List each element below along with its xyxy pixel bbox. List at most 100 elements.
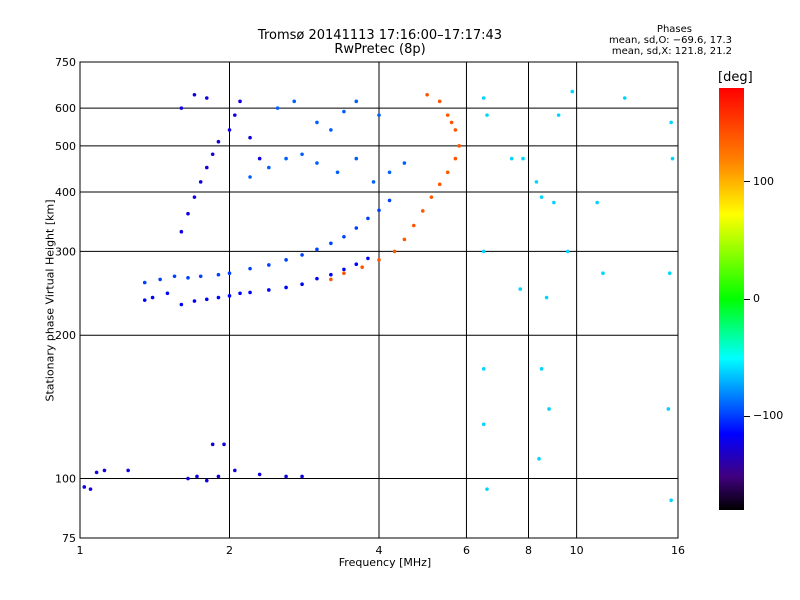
data-point (377, 208, 381, 213)
data-point (329, 241, 333, 246)
data-point (335, 170, 340, 175)
data-point (192, 299, 197, 303)
data-point (366, 256, 370, 261)
data-point (315, 247, 319, 252)
data-point (300, 253, 304, 257)
data-point (186, 276, 190, 280)
data-point (192, 92, 197, 97)
data-point (192, 195, 197, 199)
data-point (227, 271, 232, 276)
data-point (670, 156, 675, 161)
data-point (445, 113, 450, 117)
y-tick-label: 500 (55, 140, 76, 153)
data-point (142, 280, 147, 285)
data-point (547, 407, 551, 411)
y-tick-label: 750 (55, 56, 76, 69)
data-point (445, 170, 450, 175)
y-tick-label: 75 (62, 532, 76, 545)
data-point (233, 468, 237, 473)
data-point (210, 152, 215, 157)
data-point (342, 267, 346, 272)
data-point (354, 156, 359, 161)
data-point (315, 120, 319, 125)
data-point (238, 291, 242, 296)
data-point (544, 295, 549, 300)
data-point (429, 195, 434, 199)
data-point (126, 468, 130, 473)
data-point (179, 106, 184, 110)
x-tick-label: 16 (671, 544, 685, 557)
x-tick-label: 4 (376, 544, 383, 557)
data-point (284, 474, 288, 479)
y-tick-label: 300 (55, 245, 76, 258)
data-point (329, 128, 333, 132)
data-point (481, 249, 486, 254)
data-point (233, 113, 237, 117)
data-point (411, 223, 416, 228)
data-point (210, 442, 215, 447)
data-point (248, 175, 252, 179)
data-point (437, 182, 442, 187)
data-point (537, 457, 541, 461)
data-point (392, 249, 397, 254)
colorbar-tick-label: 100 (744, 175, 774, 188)
data-point (371, 180, 376, 184)
data-point (227, 294, 232, 298)
y-tick-label: 100 (55, 473, 76, 486)
data-point (257, 156, 262, 161)
data-point (669, 120, 673, 125)
chart-title-line2: RwPretec (8p) (334, 42, 426, 57)
data-point (267, 263, 271, 267)
data-point (142, 298, 147, 302)
data-point (204, 297, 209, 302)
y-tick-labels: 75 100 200 300 400 500 600 750 (55, 56, 76, 545)
data-point (354, 226, 359, 230)
data-point (509, 156, 514, 161)
data-point (595, 200, 599, 205)
data-point (539, 367, 544, 371)
colorbar-unit: [deg] (718, 70, 753, 85)
phase-stats-x: mean, sd,X: 121.8, 21.2 (611, 46, 732, 57)
data-point (329, 277, 333, 282)
data-point (669, 498, 673, 503)
data-point (485, 113, 489, 117)
data-point (216, 474, 221, 479)
data-point (186, 211, 190, 216)
colorbar-tick-label: 0 (744, 292, 760, 305)
data-point (284, 156, 288, 161)
data-point (342, 271, 346, 276)
data-point (198, 274, 203, 279)
data-point (453, 156, 458, 161)
data-point (366, 216, 370, 221)
data-point (420, 209, 425, 213)
data-point (425, 92, 429, 97)
data-point (216, 139, 221, 144)
data-point (150, 295, 155, 300)
data-points (82, 89, 675, 503)
data-point (570, 89, 575, 94)
chart-title-line1: Tromsø 20141113 17:16:00–17:17:43 (257, 28, 503, 43)
data-point (267, 165, 271, 170)
data-point (402, 237, 407, 242)
data-point (216, 295, 221, 300)
data-point (204, 165, 209, 170)
data-point (165, 291, 170, 296)
data-point (377, 258, 381, 262)
data-point (300, 474, 304, 479)
data-point (539, 195, 544, 199)
data-point (667, 271, 672, 276)
data-point (556, 113, 561, 117)
data-point (172, 274, 177, 279)
data-point (248, 135, 252, 140)
y-tick-label: 400 (55, 186, 76, 199)
data-point (534, 180, 539, 184)
data-point (248, 266, 252, 271)
data-point (204, 478, 209, 483)
data-point (552, 200, 556, 205)
data-point (666, 407, 671, 411)
data-point (601, 271, 605, 276)
data-point (342, 234, 346, 239)
data-point (292, 99, 297, 104)
grid-lines (80, 62, 678, 538)
